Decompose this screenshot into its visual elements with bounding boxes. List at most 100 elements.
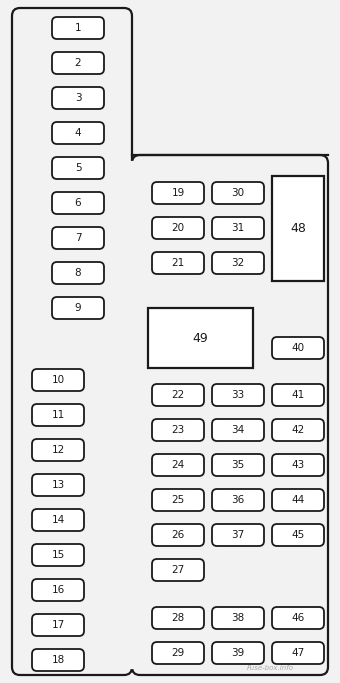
Text: 38: 38 [232, 613, 244, 623]
FancyBboxPatch shape [212, 419, 264, 441]
FancyBboxPatch shape [212, 454, 264, 476]
FancyBboxPatch shape [32, 614, 84, 636]
FancyBboxPatch shape [152, 607, 204, 629]
FancyBboxPatch shape [52, 262, 104, 284]
Text: 23: 23 [171, 425, 185, 435]
FancyBboxPatch shape [152, 524, 204, 546]
FancyBboxPatch shape [152, 454, 204, 476]
FancyBboxPatch shape [52, 227, 104, 249]
FancyBboxPatch shape [272, 384, 324, 406]
Text: 19: 19 [171, 188, 185, 198]
Text: 27: 27 [171, 565, 185, 575]
Text: 15: 15 [51, 550, 65, 560]
Text: 28: 28 [171, 613, 185, 623]
FancyBboxPatch shape [272, 607, 324, 629]
FancyBboxPatch shape [32, 404, 84, 426]
Text: 40: 40 [291, 343, 305, 353]
FancyBboxPatch shape [272, 337, 324, 359]
FancyBboxPatch shape [32, 544, 84, 566]
FancyBboxPatch shape [152, 489, 204, 511]
Text: 11: 11 [51, 410, 65, 420]
Text: 6: 6 [75, 198, 81, 208]
Bar [272, 176, 324, 281]
Text: 34: 34 [232, 425, 244, 435]
FancyBboxPatch shape [52, 87, 104, 109]
Text: 42: 42 [291, 425, 305, 435]
FancyBboxPatch shape [212, 217, 264, 239]
Text: 41: 41 [291, 390, 305, 400]
Text: 5: 5 [75, 163, 81, 173]
FancyBboxPatch shape [272, 642, 324, 664]
FancyBboxPatch shape [52, 122, 104, 144]
Text: 25: 25 [171, 495, 185, 505]
Text: 36: 36 [232, 495, 244, 505]
Text: 31: 31 [232, 223, 244, 233]
FancyBboxPatch shape [152, 217, 204, 239]
FancyBboxPatch shape [212, 252, 264, 274]
Text: 46: 46 [291, 613, 305, 623]
Text: 44: 44 [291, 495, 305, 505]
FancyBboxPatch shape [52, 157, 104, 179]
Text: 26: 26 [171, 530, 185, 540]
Text: 8: 8 [75, 268, 81, 278]
Text: 3: 3 [75, 93, 81, 103]
Text: 22: 22 [171, 390, 185, 400]
FancyBboxPatch shape [212, 642, 264, 664]
Text: 9: 9 [75, 303, 81, 313]
FancyBboxPatch shape [32, 369, 84, 391]
Text: 14: 14 [51, 515, 65, 525]
FancyBboxPatch shape [32, 579, 84, 601]
Text: 1: 1 [75, 23, 81, 33]
Text: Fuse-box.info: Fuse-box.info [246, 665, 293, 671]
Text: 2: 2 [75, 58, 81, 68]
Text: 47: 47 [291, 648, 305, 658]
FancyBboxPatch shape [32, 439, 84, 461]
Text: 20: 20 [171, 223, 185, 233]
Text: 45: 45 [291, 530, 305, 540]
FancyBboxPatch shape [152, 384, 204, 406]
Text: 10: 10 [51, 375, 65, 385]
Text: 7: 7 [75, 233, 81, 243]
FancyBboxPatch shape [212, 384, 264, 406]
FancyBboxPatch shape [212, 524, 264, 546]
FancyBboxPatch shape [272, 454, 324, 476]
FancyBboxPatch shape [152, 419, 204, 441]
Text: 35: 35 [232, 460, 244, 470]
FancyBboxPatch shape [152, 252, 204, 274]
FancyBboxPatch shape [152, 559, 204, 581]
Text: 21: 21 [171, 258, 185, 268]
Text: 39: 39 [232, 648, 244, 658]
FancyBboxPatch shape [152, 642, 204, 664]
FancyBboxPatch shape [32, 474, 84, 496]
Text: 37: 37 [232, 530, 244, 540]
Text: 32: 32 [232, 258, 244, 268]
FancyBboxPatch shape [52, 192, 104, 214]
FancyBboxPatch shape [272, 489, 324, 511]
Text: 48: 48 [290, 221, 306, 234]
Text: 24: 24 [171, 460, 185, 470]
FancyBboxPatch shape [152, 182, 204, 204]
Text: 29: 29 [171, 648, 185, 658]
FancyBboxPatch shape [32, 649, 84, 671]
FancyBboxPatch shape [52, 52, 104, 74]
Bar [148, 308, 253, 368]
FancyBboxPatch shape [272, 524, 324, 546]
Text: 4: 4 [75, 128, 81, 138]
Text: 33: 33 [232, 390, 244, 400]
FancyBboxPatch shape [132, 155, 328, 675]
FancyBboxPatch shape [212, 489, 264, 511]
Text: 43: 43 [291, 460, 305, 470]
Text: 30: 30 [232, 188, 244, 198]
Text: 12: 12 [51, 445, 65, 455]
FancyBboxPatch shape [52, 17, 104, 39]
Text: 16: 16 [51, 585, 65, 595]
FancyBboxPatch shape [212, 182, 264, 204]
FancyBboxPatch shape [52, 297, 104, 319]
FancyBboxPatch shape [212, 607, 264, 629]
FancyBboxPatch shape [32, 509, 84, 531]
Text: 18: 18 [51, 655, 65, 665]
Text: 49: 49 [192, 331, 208, 344]
FancyBboxPatch shape [272, 419, 324, 441]
Text: 13: 13 [51, 480, 65, 490]
FancyBboxPatch shape [12, 8, 132, 675]
